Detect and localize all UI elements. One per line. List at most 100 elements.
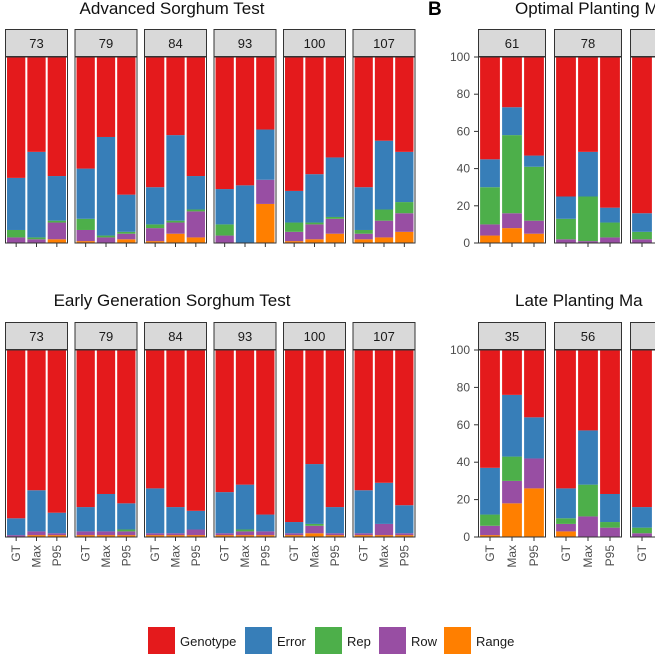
x-tick-label: GT (148, 544, 162, 561)
bar-segment-range (146, 535, 165, 537)
facet-border (74, 56, 138, 244)
y-tick-label: 20 (457, 493, 471, 507)
bar-segment-genotype (256, 57, 275, 130)
bar-segment-row (374, 220, 394, 238)
facet-strip (554, 322, 622, 350)
bar-segment-error (186, 510, 205, 530)
bar-segment-error (480, 159, 500, 188)
bar-segment-genotype (374, 57, 394, 141)
bar-segment-range (354, 239, 373, 243)
x-tick-label: Max (505, 545, 519, 568)
facet-strip (630, 29, 655, 57)
bar-segment-rep (556, 518, 576, 524)
bar-segment-rep (480, 514, 500, 526)
bar-segment-row (256, 179, 275, 204)
bar-segment-range (186, 535, 205, 537)
bar-segment-error (600, 493, 620, 523)
bar-segment-error (632, 507, 652, 528)
bar-segment-genotype (117, 350, 136, 504)
bar-segment-error (7, 177, 26, 230)
x-tick-label: P95 (258, 545, 272, 567)
bar-segment-row (632, 239, 652, 243)
bar-segment-range (502, 228, 522, 243)
bar-segment-row (76, 531, 95, 536)
facet-border (283, 349, 346, 538)
facet: 84 GT Max P95 (144, 322, 207, 568)
bar-segment-genotype (285, 57, 304, 191)
facet: 93 (213, 29, 277, 247)
bar-segment-rep (600, 222, 620, 238)
bar-segment-rep (215, 224, 234, 236)
facet-label: 107 (373, 329, 395, 344)
bar-segment-genotype (7, 57, 26, 178)
bar-segment-error (256, 129, 275, 180)
x-tick-label: P95 (328, 545, 342, 567)
y-tick-label: 100 (450, 343, 470, 357)
bar-segment-range (235, 535, 255, 537)
panel-title: Late Planting Ma (515, 291, 643, 310)
y-tick-label: 60 (457, 418, 471, 432)
bar-segment-range (305, 239, 324, 243)
bar-segment-genotype (325, 57, 344, 158)
bar-segment-error (235, 484, 255, 530)
bar-segment-genotype (325, 350, 344, 508)
bar-segment-range (76, 241, 95, 243)
bar-segment-genotype (96, 57, 116, 137)
bar-segment-row (47, 533, 66, 536)
bar-segment-range (186, 237, 205, 243)
x-tick-label: Max (377, 545, 391, 568)
facet-border (5, 349, 68, 538)
x-tick-label: P95 (397, 545, 411, 567)
bar-segment-genotype (395, 350, 414, 506)
bar-segment-rep (600, 522, 620, 528)
facet-border (630, 349, 655, 538)
bar-segment-rep (325, 216, 344, 219)
x-tick-label: GT (357, 544, 371, 561)
x-tick-label: GT (79, 544, 93, 561)
bar-segment-error (374, 482, 394, 524)
bar-segment-row (7, 237, 26, 243)
bar-segment-range (285, 535, 304, 537)
bar-segment-genotype (186, 350, 205, 511)
bar-segment-range (215, 535, 234, 537)
x-tick-label: Max (30, 545, 44, 568)
bar-segment-row (117, 531, 136, 536)
x-tick-label: P95 (527, 545, 541, 567)
bar-segment-error (166, 507, 185, 534)
y-tick-label: 0 (463, 236, 470, 250)
bar-segment-row (600, 237, 620, 243)
bar-segment-genotype (215, 57, 234, 190)
facet-strip (478, 29, 546, 57)
bar-segment-genotype (76, 57, 95, 169)
bar-segment-rep (285, 222, 304, 232)
bar-segment-genotype (502, 57, 522, 108)
bar-segment-row (215, 235, 234, 243)
x-tick-label: P95 (603, 545, 617, 567)
bar-segment-genotype (76, 350, 95, 508)
bar-segment-error (27, 490, 46, 532)
bar-segment-error (524, 155, 544, 167)
bar-segment-error (146, 488, 165, 534)
bar-segment-row (166, 222, 185, 234)
bar-segment-genotype (524, 57, 544, 156)
bar-segment-error (47, 512, 66, 534)
bar-segment-error (502, 394, 522, 457)
bar-segment-row (556, 523, 576, 532)
bar-segment-range (354, 535, 373, 537)
bar-segment-row (480, 525, 500, 536)
legend-swatch-rep (315, 627, 342, 654)
bar-segment-row (117, 233, 136, 240)
bar-segment-error (354, 490, 373, 534)
bar-segment-genotype (502, 350, 522, 395)
bar-segment-range (524, 488, 544, 537)
bar-segment-range (146, 241, 165, 243)
bar-segment-genotype (235, 350, 255, 485)
y-tick-label: 40 (457, 162, 471, 176)
bar-segment-range (395, 231, 414, 243)
legend-label-error: Error (277, 634, 307, 649)
facet-label: 93 (238, 329, 252, 344)
facet-label: 79 (99, 36, 113, 51)
y-tick-label: 0 (463, 530, 470, 544)
bar-segment-rep (578, 196, 598, 242)
